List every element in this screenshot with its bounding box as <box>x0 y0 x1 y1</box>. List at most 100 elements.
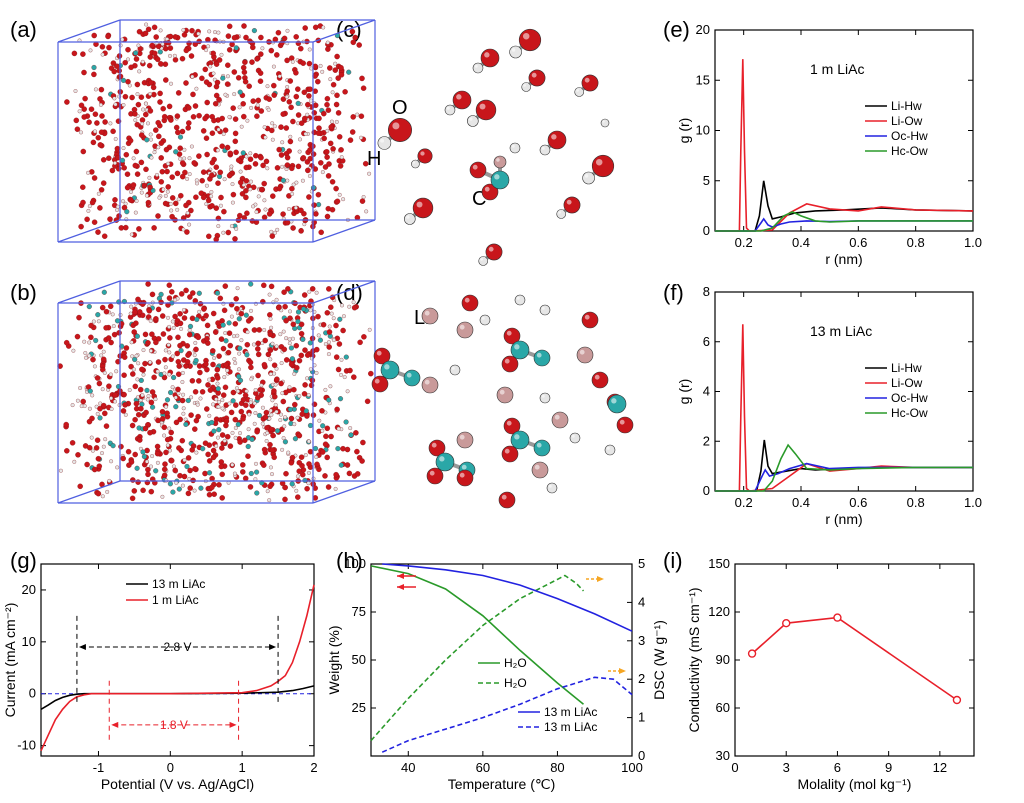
x-tick-label: 0.8 <box>907 235 925 250</box>
atom-particle <box>300 155 307 161</box>
oxygen-atom <box>461 294 479 312</box>
atom-particle <box>130 371 136 377</box>
atom-particle <box>155 306 162 313</box>
atom-particle <box>207 29 212 34</box>
atom-particle <box>230 105 236 111</box>
atom-particle <box>87 388 93 394</box>
atom-particle <box>141 107 146 112</box>
x-tick-label: 0.6 <box>849 495 867 510</box>
atom-particle <box>264 425 270 431</box>
atom-particle <box>151 50 158 57</box>
atom-particle <box>307 86 313 92</box>
atom-particle <box>81 106 87 112</box>
atom-particle <box>282 303 288 310</box>
atom-particle <box>142 331 149 338</box>
atom-particle <box>306 60 313 67</box>
atom-particle <box>91 319 96 324</box>
atom-particle <box>185 125 191 131</box>
atom-particle <box>185 211 190 215</box>
atom-particle <box>194 316 200 323</box>
atom-particle <box>93 337 99 344</box>
atom-particle <box>167 324 172 329</box>
atom-particle <box>99 353 104 358</box>
hydrogen-atom-highlight <box>523 84 526 87</box>
atom-particle <box>241 23 247 29</box>
oxygen-atom <box>518 28 542 52</box>
atom-particle <box>153 339 159 346</box>
oxygen-atom <box>412 197 434 219</box>
atom-label-oxygen: O <box>392 97 408 119</box>
atom-particle <box>257 78 264 84</box>
atom-particle <box>194 450 199 455</box>
atom-particle <box>254 469 260 475</box>
hydrogen-atom-highlight <box>602 120 605 123</box>
atom-particle <box>271 64 276 69</box>
atom-particle <box>237 89 243 95</box>
y-tick-label: 20 <box>22 582 36 597</box>
atom-particle <box>238 408 245 415</box>
atom-particle <box>207 387 214 393</box>
atom-particle <box>204 406 210 412</box>
atom-particle <box>289 356 295 362</box>
atom-particle <box>84 355 88 360</box>
legend-13m-label: 13 m LiAc <box>152 577 205 591</box>
atom-particle <box>125 448 132 455</box>
atom-particle <box>269 447 276 453</box>
atom-particle <box>270 432 276 439</box>
atom-particle <box>155 213 161 219</box>
atom-particle <box>81 114 87 120</box>
atom-particle <box>320 423 326 429</box>
hydrogen-atom <box>521 82 532 92</box>
atom-particle <box>205 197 212 204</box>
atom-particle <box>179 326 184 331</box>
y-tick-label: 10 <box>22 634 36 649</box>
atom-particle <box>244 210 250 216</box>
atom-particle <box>270 137 275 142</box>
atom-particle <box>151 225 157 231</box>
atom-particle <box>204 366 210 373</box>
atom-particle <box>128 64 134 71</box>
atom-particle <box>155 119 161 126</box>
y-tick-label: 50 <box>352 652 366 667</box>
atom-particle <box>298 45 304 52</box>
atom-particle <box>308 308 313 313</box>
atom-particle <box>185 176 190 181</box>
atom-particle <box>224 81 231 87</box>
atom-particle <box>324 454 330 461</box>
atom-particle <box>338 462 344 468</box>
hydrogen-atom-highlight <box>541 306 545 310</box>
atom-particle <box>149 464 153 469</box>
atom-particle <box>227 401 232 406</box>
y2-tick-label: 5 <box>638 556 645 571</box>
hydrogen-atom-highlight <box>412 161 416 164</box>
atom-particle <box>333 185 339 192</box>
carbon-atom-highlight <box>536 352 542 358</box>
atom-particle <box>222 375 227 380</box>
atom-particle <box>219 115 225 122</box>
atom-particle <box>249 218 256 224</box>
atom-particle <box>225 62 231 68</box>
atom-particle <box>161 466 168 473</box>
atom-particle <box>333 322 339 329</box>
atom-particle <box>312 24 319 31</box>
atom-particle <box>71 348 76 353</box>
y-axis-label: Current (mA cm⁻²) <box>2 603 18 718</box>
atom-particle <box>208 64 213 69</box>
atom-particle <box>193 194 199 200</box>
atom-particle <box>146 394 151 399</box>
atom-particle <box>173 419 180 426</box>
atom-particle <box>220 75 226 81</box>
atom-particle <box>203 361 209 367</box>
legend-1m-label: 1 m LiAc <box>152 593 199 607</box>
atom-particle <box>248 187 253 192</box>
atom-particle <box>155 172 159 177</box>
atom-particle <box>125 46 131 53</box>
atom-particle <box>105 33 111 40</box>
atom-particle <box>295 112 302 118</box>
atom-particle <box>271 92 277 98</box>
atom-particle <box>255 97 262 104</box>
atom-particle <box>333 471 339 478</box>
atom-particle <box>307 47 312 52</box>
hydrogen-atom <box>403 213 416 225</box>
